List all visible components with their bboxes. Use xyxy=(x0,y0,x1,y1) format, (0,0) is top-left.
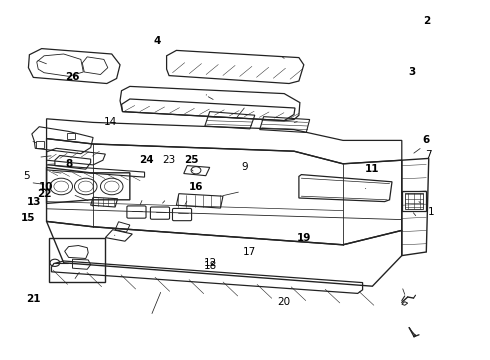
Text: 17: 17 xyxy=(243,247,257,257)
Text: 9: 9 xyxy=(242,162,248,172)
Text: 13: 13 xyxy=(27,197,42,207)
Text: 8: 8 xyxy=(65,159,72,169)
Text: 15: 15 xyxy=(21,213,36,223)
Text: 21: 21 xyxy=(26,294,41,304)
Text: 20: 20 xyxy=(278,297,291,307)
Text: 24: 24 xyxy=(139,155,153,165)
Text: 7: 7 xyxy=(425,150,432,160)
Text: 12: 12 xyxy=(204,258,218,268)
Text: 22: 22 xyxy=(37,189,51,199)
Text: 16: 16 xyxy=(189,182,203,192)
Text: 23: 23 xyxy=(162,155,176,165)
Text: 11: 11 xyxy=(365,164,380,174)
Text: 10: 10 xyxy=(39,182,54,192)
Text: 5: 5 xyxy=(24,171,30,181)
Text: 3: 3 xyxy=(408,67,415,77)
Text: 1: 1 xyxy=(428,207,435,217)
Text: 14: 14 xyxy=(103,117,117,127)
Text: 4: 4 xyxy=(153,36,161,46)
Text: 25: 25 xyxy=(184,155,198,165)
Text: 18: 18 xyxy=(204,261,218,271)
Text: 26: 26 xyxy=(65,72,80,82)
Text: 19: 19 xyxy=(296,233,311,243)
Text: 6: 6 xyxy=(423,135,430,145)
Text: 2: 2 xyxy=(423,16,430,26)
